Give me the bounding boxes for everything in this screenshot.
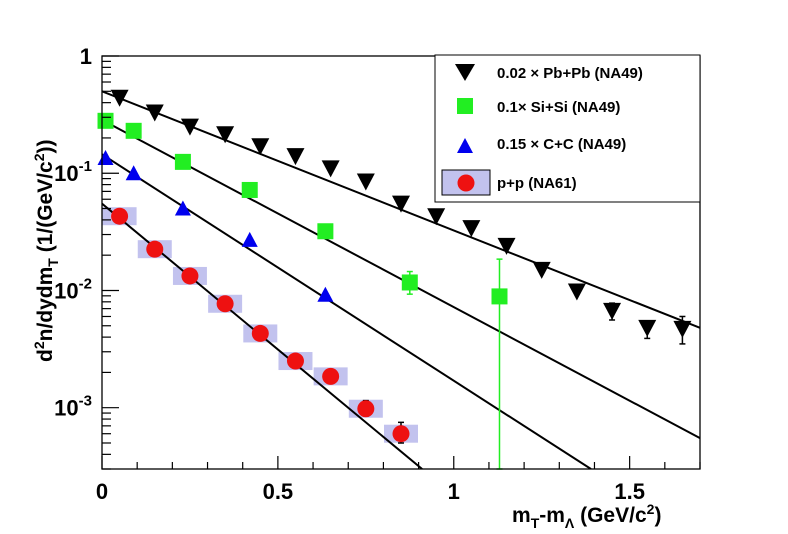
plot-frame xyxy=(101,55,701,470)
point-sisi-1 xyxy=(125,122,142,139)
data-points xyxy=(97,89,692,443)
point-cc-3 xyxy=(241,231,258,247)
point-pp-0 xyxy=(111,207,129,225)
point-pbpb-11 xyxy=(497,237,516,255)
point-pp-2 xyxy=(181,267,199,285)
legend: 0.02 × Pb+Pb (NA49) 0.1× Si+Si (NA49) 0.… xyxy=(434,54,701,203)
point-pp-8 xyxy=(392,425,410,443)
point-cc-4 xyxy=(317,286,334,302)
legend-label-sisi: 0.1× Si+Si (NA49) xyxy=(497,99,620,116)
point-pbpb-1 xyxy=(145,104,164,122)
point-sisi-5 xyxy=(401,274,418,291)
point-pbpb-4 xyxy=(251,138,270,156)
y-tick-label-2: 10-2 xyxy=(54,275,92,303)
point-cc-0 xyxy=(97,149,114,165)
legend-marker-cc xyxy=(457,138,473,153)
x-axis-title: mT-mΛ (GeV/c2) xyxy=(512,501,661,531)
point-pbpb-15 xyxy=(638,319,657,337)
y-tick-label-3: 10-3 xyxy=(54,393,92,421)
point-pbpb-5 xyxy=(286,148,305,166)
point-pbpb-6 xyxy=(321,160,340,178)
point-pbpb-12 xyxy=(532,261,551,279)
point-pbpb-9 xyxy=(427,208,446,226)
point-pp-7 xyxy=(357,400,375,418)
point-pp-3 xyxy=(216,295,234,313)
legend-marker-pbpb xyxy=(455,64,475,81)
legend-marker-pp xyxy=(457,174,475,192)
point-sisi-3 xyxy=(241,181,258,198)
x-tick-label-2: 1 xyxy=(448,479,460,504)
fit-line-sisi xyxy=(102,119,700,440)
point-cc-2 xyxy=(174,200,191,216)
point-sisi-0 xyxy=(97,112,114,129)
point-sisi-2 xyxy=(174,153,191,170)
legend-marker-sisi xyxy=(457,98,473,114)
point-pbpb-14 xyxy=(603,302,622,320)
x-tick-label-0: 0 xyxy=(96,479,108,504)
point-pp-1 xyxy=(146,240,164,258)
point-pbpb-13 xyxy=(567,283,586,301)
legend-label-cc: 0.15 × C+C (NA49) xyxy=(497,136,626,153)
tick-labels: 0 0.5 1 1.5 1 10-1 10-2 10-3 xyxy=(54,44,645,504)
point-pbpb-2 xyxy=(180,118,199,136)
point-pbpb-10 xyxy=(462,220,481,238)
y-tick-label-1: 10-1 xyxy=(54,158,92,186)
point-sisi-6 xyxy=(491,288,508,305)
axis-ticks xyxy=(101,55,701,470)
point-pbpb-7 xyxy=(356,173,375,191)
point-pbpb-3 xyxy=(216,126,235,144)
point-pbpb-8 xyxy=(392,195,410,213)
legend-label-pbpb: 0.02 × Pb+Pb (NA49) xyxy=(497,65,643,82)
y-tick-label-0: 1 xyxy=(80,44,92,69)
point-cc-1 xyxy=(125,165,142,181)
point-pp-4 xyxy=(251,324,269,342)
legend-label-pp: p+p (NA61) xyxy=(497,175,577,192)
point-sisi-4 xyxy=(317,223,334,240)
point-pbpb-0 xyxy=(110,89,129,107)
point-pbpb-16 xyxy=(673,320,692,338)
x-tick-label-3: 1.5 xyxy=(614,479,645,504)
y-axis-title: d2n/dydmT (1/(GeV/c2)) xyxy=(31,139,61,362)
point-pp-5 xyxy=(286,352,304,370)
x-tick-label-1: 0.5 xyxy=(263,479,294,504)
point-pp-6 xyxy=(322,367,340,385)
